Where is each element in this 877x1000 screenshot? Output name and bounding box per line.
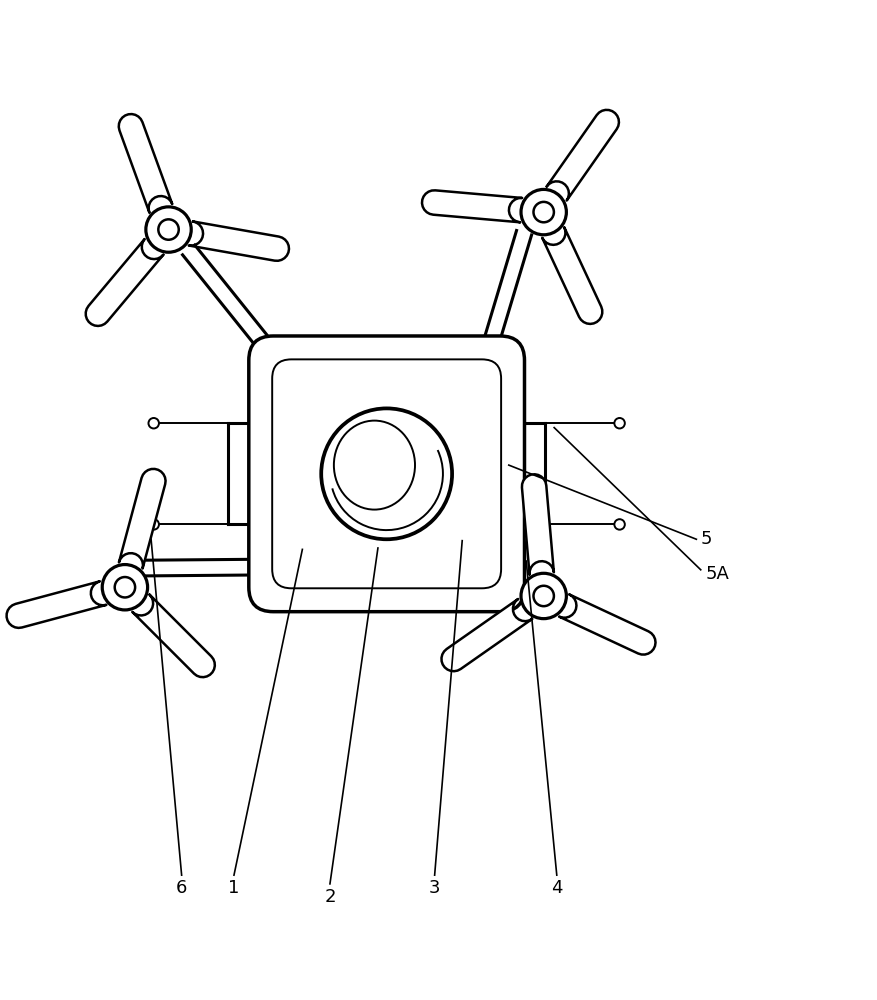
Text: 4: 4 (551, 879, 562, 897)
Text: 3: 3 (428, 879, 440, 897)
Circle shape (520, 573, 566, 619)
Polygon shape (542, 227, 602, 324)
Polygon shape (472, 229, 531, 383)
Circle shape (614, 519, 624, 530)
Ellipse shape (333, 421, 415, 510)
Polygon shape (182, 244, 299, 386)
Circle shape (115, 577, 135, 597)
Text: 2: 2 (324, 888, 335, 906)
FancyBboxPatch shape (272, 359, 501, 588)
Polygon shape (546, 110, 618, 201)
Polygon shape (422, 190, 522, 222)
Polygon shape (7, 581, 106, 628)
Circle shape (321, 408, 452, 539)
Polygon shape (118, 114, 172, 212)
Polygon shape (86, 239, 163, 326)
Circle shape (614, 418, 624, 428)
Polygon shape (559, 594, 655, 655)
Circle shape (148, 418, 159, 428)
Circle shape (102, 565, 147, 610)
Circle shape (158, 219, 179, 240)
Polygon shape (189, 221, 289, 261)
Text: 6: 6 (175, 879, 187, 897)
Circle shape (148, 519, 159, 530)
Text: 5: 5 (700, 530, 711, 548)
Text: 5A: 5A (704, 565, 728, 583)
Polygon shape (521, 474, 553, 574)
FancyBboxPatch shape (248, 336, 524, 612)
Polygon shape (119, 469, 166, 568)
Circle shape (533, 202, 553, 222)
Polygon shape (441, 599, 531, 671)
Polygon shape (477, 559, 525, 584)
Polygon shape (144, 559, 294, 576)
Circle shape (520, 189, 566, 235)
Circle shape (533, 586, 553, 606)
Text: 1: 1 (228, 879, 239, 897)
Polygon shape (132, 595, 215, 677)
Circle shape (146, 207, 191, 252)
